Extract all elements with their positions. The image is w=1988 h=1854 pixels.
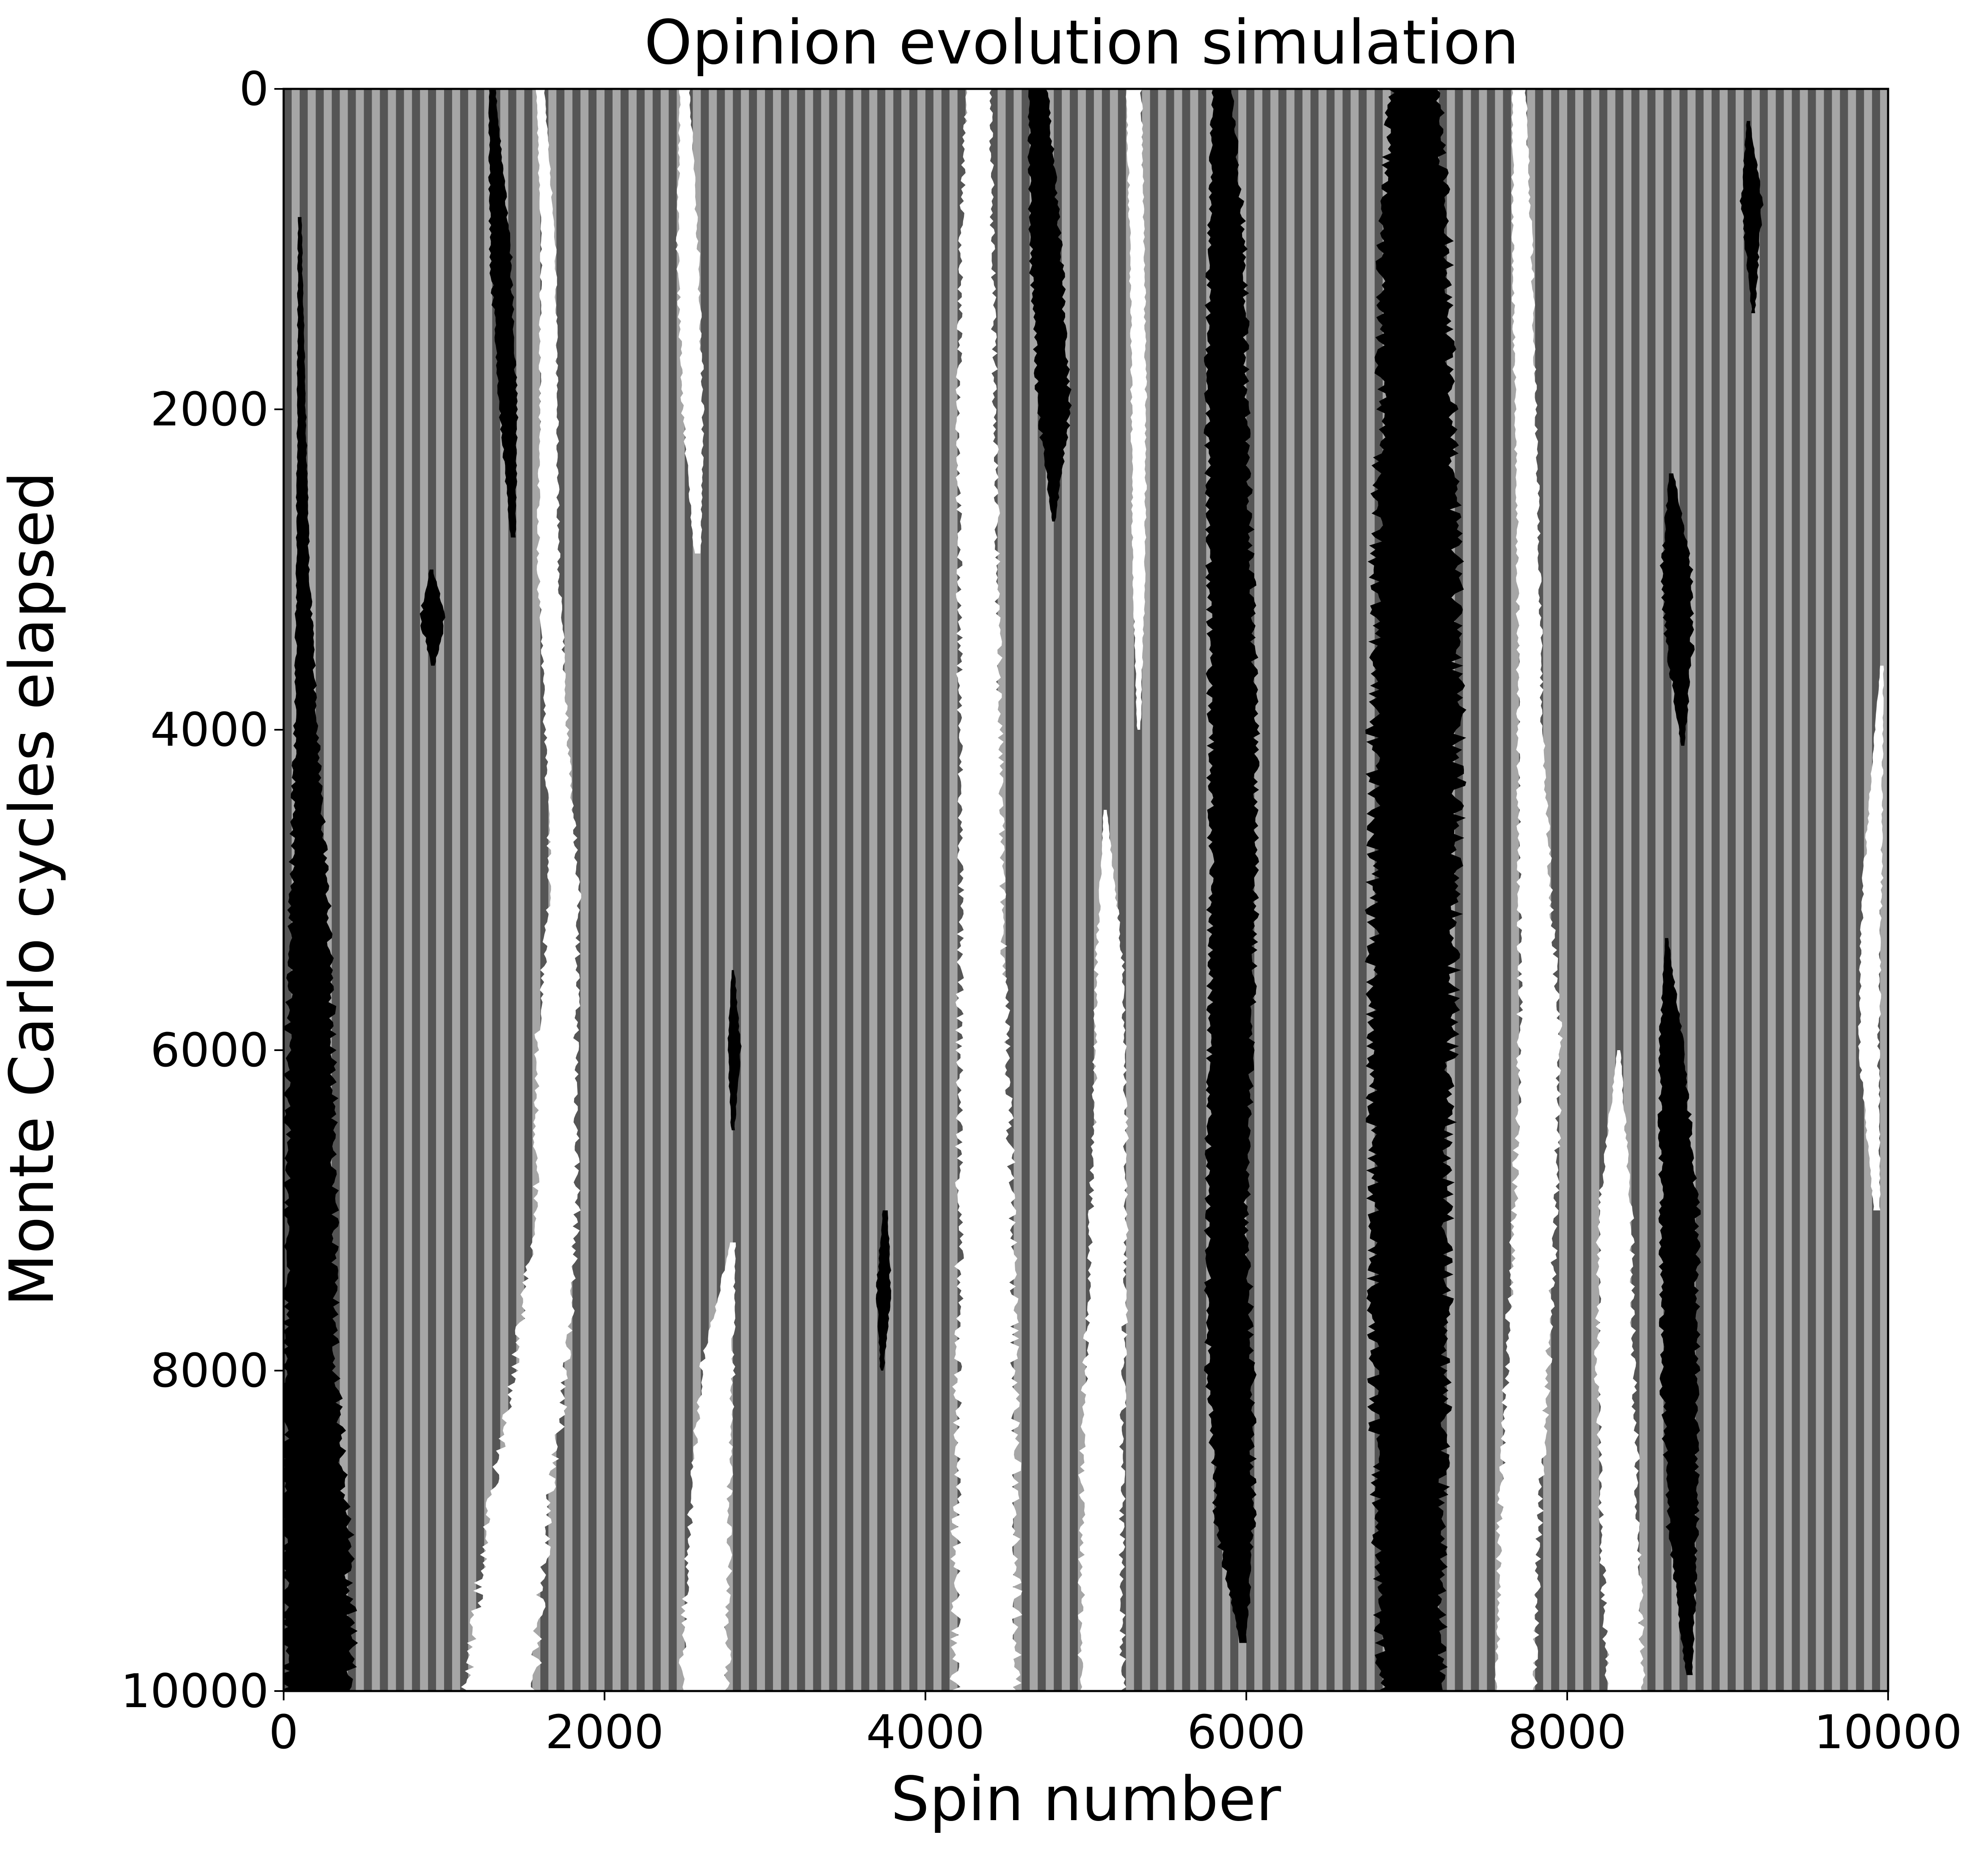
x-tick-label: 0	[269, 1705, 298, 1759]
white-domain-7	[1594, 1050, 1646, 1691]
white-domain-2	[679, 1242, 736, 1691]
x-tick-label: 4000	[866, 1705, 985, 1759]
black-domain-7	[876, 1210, 892, 1371]
y-tick-label: 10000	[121, 1664, 269, 1718]
y-tick-label: 2000	[150, 382, 269, 436]
white-domain-3	[950, 89, 1022, 1691]
plot-frame	[282, 88, 1889, 1692]
black-domain-4	[1204, 89, 1260, 1643]
white-domain-5	[1126, 89, 1147, 730]
black-domain-6	[727, 970, 742, 1131]
black-domains	[284, 89, 1764, 1691]
black-domain-2	[420, 569, 445, 666]
black-domain-1	[488, 89, 519, 538]
black-domain-0	[284, 217, 358, 1691]
black-domain-5	[1365, 89, 1466, 1691]
white-domains	[461, 89, 1884, 1691]
white-domain-1	[676, 89, 704, 554]
black-domain-9	[1659, 473, 1695, 746]
black-domain-10	[1740, 121, 1764, 313]
plot-area	[284, 89, 1888, 1691]
black-domain-3	[1027, 89, 1072, 521]
x-tick-label: 8000	[1508, 1705, 1626, 1759]
black-domain-8	[1657, 938, 1701, 1675]
chart-title: Opinion evolution simulation	[644, 7, 1519, 78]
x-tick-label: 6000	[1187, 1705, 1306, 1759]
y-tick-label: 4000	[150, 703, 269, 757]
y-axis: 0 2000 4000 6000 8000 10000	[121, 62, 284, 1718]
white-domain-8	[1858, 665, 1884, 1211]
y-tick-label: 6000	[150, 1023, 269, 1077]
x-axis-label: Spin number	[891, 1763, 1281, 1835]
y-tick-label: 8000	[150, 1344, 269, 1398]
y-tick-label: 0	[239, 62, 269, 116]
x-axis: 0 2000 4000 6000 8000 10000	[269, 1691, 1962, 1759]
white-domain-0	[461, 89, 581, 1691]
y-axis-label: Monte Carlo cycles elapsed	[0, 472, 67, 1307]
x-tick-label: 10000	[1814, 1705, 1962, 1759]
x-tick-label: 2000	[545, 1705, 664, 1759]
white-domain-6	[1494, 89, 1563, 1691]
white-domain-4	[1077, 810, 1129, 1691]
